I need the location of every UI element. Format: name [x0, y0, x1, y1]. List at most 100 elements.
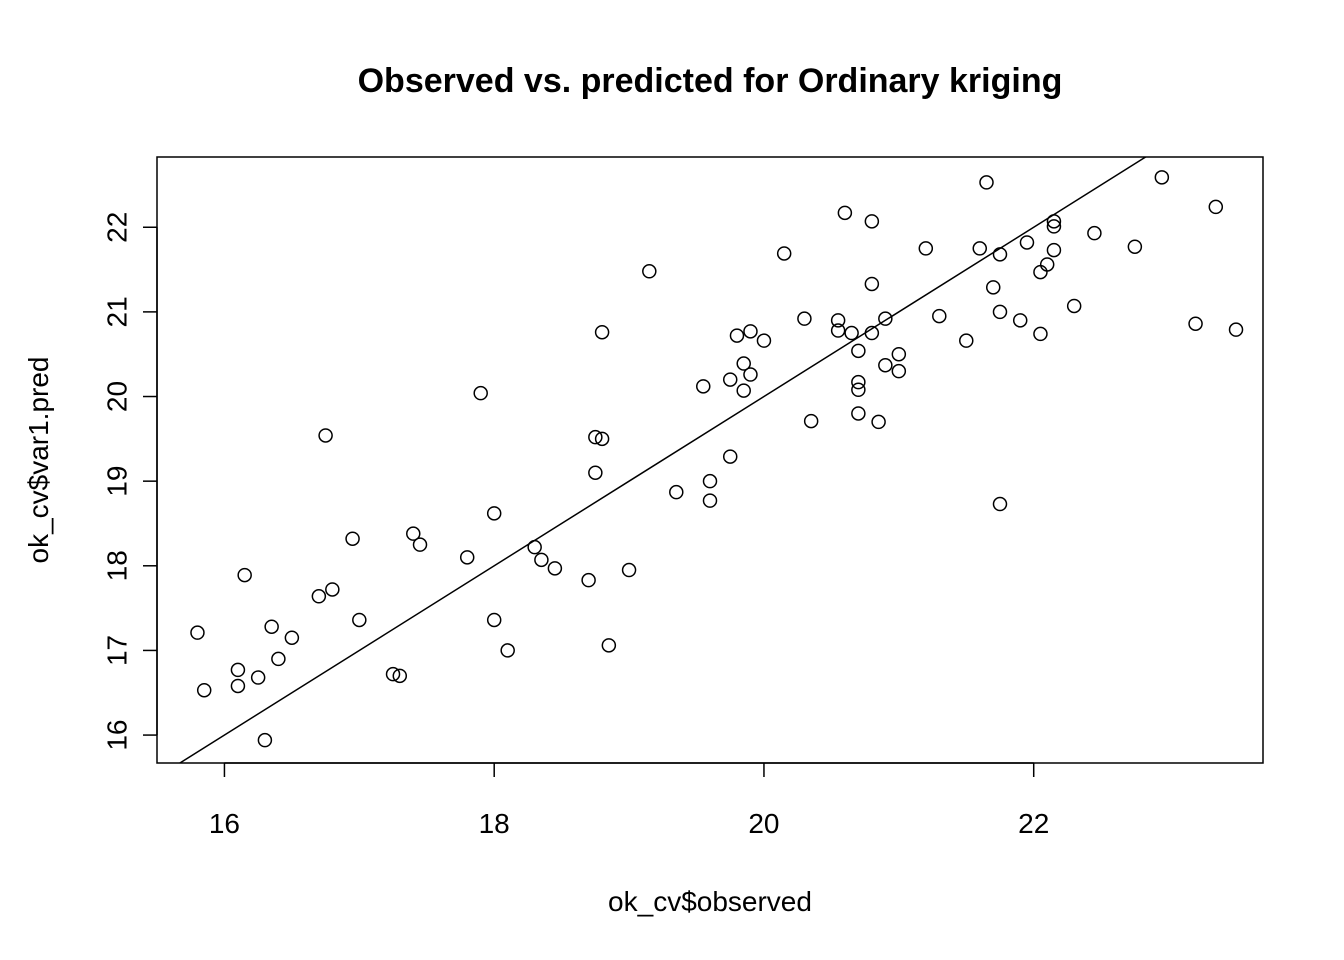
y-tick-label: 22: [102, 212, 133, 243]
data-point: [534, 552, 549, 568]
y-tick-label: 16: [102, 719, 133, 750]
y-tick-label: 18: [102, 550, 133, 581]
data-point: [385, 666, 401, 682]
data-point: [264, 619, 279, 634]
data-point: [932, 308, 947, 324]
data-point: [601, 638, 617, 653]
data-point: [250, 670, 266, 685]
data-point: [1046, 242, 1062, 258]
data-point: [864, 276, 880, 292]
data-point: [392, 668, 408, 684]
data-point: [722, 372, 738, 387]
data-point: [696, 379, 711, 394]
reference-line-group: [178, 157, 1148, 763]
data-point: [196, 682, 212, 698]
data-point: [284, 630, 300, 645]
data-point: [1039, 257, 1055, 272]
data-point: [959, 333, 974, 348]
data-point: [891, 346, 907, 362]
data-point: [803, 413, 819, 429]
data-point: [594, 431, 610, 447]
data-point: [547, 561, 563, 576]
data-point: [702, 473, 718, 489]
data-point: [722, 449, 738, 464]
data-point: [325, 582, 340, 597]
data-point: [621, 562, 637, 578]
data-point: [743, 367, 758, 382]
data-point: [237, 567, 252, 583]
data-point: [1208, 199, 1224, 215]
data-point: [776, 246, 792, 261]
data-point: [1188, 316, 1203, 331]
data-point: [311, 589, 327, 604]
data-point: [979, 175, 994, 190]
data-point: [729, 328, 745, 343]
data-point: [581, 572, 596, 588]
data-point: [851, 343, 866, 359]
data-point: [352, 612, 367, 628]
data-point: [985, 280, 1001, 295]
data-point: [1154, 170, 1170, 185]
data-point: [992, 247, 1008, 262]
data-point: [1228, 322, 1244, 337]
y-tick-label: 19: [102, 466, 133, 497]
data-point: [837, 205, 853, 221]
data-point: [1066, 298, 1082, 314]
data-point: [797, 311, 812, 326]
data-point: [830, 323, 846, 338]
data-point: [406, 526, 421, 541]
x-tick-label: 18: [479, 808, 510, 839]
data-point: [878, 357, 893, 373]
data-point: [992, 496, 1008, 512]
data-point: [486, 506, 502, 521]
x-axis: 16 18 20 22: [209, 762, 1049, 839]
data-point: [851, 382, 866, 398]
x-axis-label: ok_cv$observed: [608, 886, 812, 917]
x-tick-label: 16: [209, 808, 240, 839]
data-point: [972, 241, 988, 256]
data-point: [830, 313, 846, 328]
data-point: [642, 264, 657, 279]
x-tick-label: 20: [748, 808, 779, 839]
data-point: [756, 333, 772, 348]
data-point: [871, 414, 886, 430]
data-point: [500, 643, 515, 658]
data-point: [190, 625, 205, 640]
plot-frame: [156, 156, 1264, 764]
data-point: [864, 214, 880, 229]
data-point: [412, 537, 428, 552]
reference-line: [178, 157, 1148, 763]
data-point: [736, 356, 751, 371]
y-tick-label: 17: [102, 635, 133, 666]
data-point: [992, 304, 1008, 320]
y-axis: 16 17 18 19 20 21 22: [102, 212, 158, 751]
data-point: [1046, 219, 1062, 234]
data-point: [318, 428, 333, 443]
data-point: [743, 324, 758, 339]
data-point: [669, 484, 684, 500]
data-point: [844, 325, 859, 341]
data-point: [588, 429, 603, 445]
y-axis-label: ok_cv$var1.pred: [23, 356, 54, 563]
data-point: [230, 662, 246, 678]
data-point: [736, 383, 751, 398]
data-point: [588, 465, 603, 480]
data-point: [1012, 313, 1028, 328]
data-point: [851, 406, 866, 421]
data-point: [1033, 326, 1048, 342]
chart-title: Observed vs. predicted for Ordinary krig…: [358, 62, 1063, 100]
data-point: [257, 732, 273, 748]
data-point: [594, 324, 610, 340]
data-point: [1127, 239, 1143, 254]
data-point: [486, 612, 502, 628]
data-point: [345, 531, 360, 546]
y-tick-label: 20: [102, 381, 133, 412]
data-points: [190, 170, 1244, 748]
data-point: [918, 241, 934, 256]
data-point: [1019, 235, 1035, 250]
data-point: [1087, 225, 1102, 241]
y-tick-label: 21: [102, 296, 133, 327]
data-point: [702, 493, 718, 508]
data-point: [878, 311, 893, 326]
